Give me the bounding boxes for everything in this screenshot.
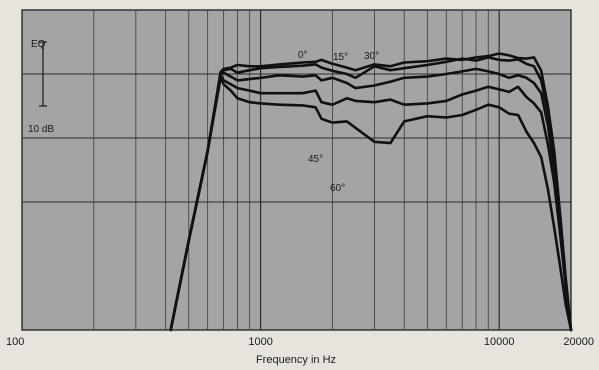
x-axis-label: Frequency in Hz bbox=[256, 354, 336, 366]
scale-bar: 10 dB bbox=[26, 41, 63, 135]
series-line-4 bbox=[169, 76, 573, 332]
x-tick-label: 100 bbox=[6, 336, 24, 348]
horizontal-grid bbox=[22, 73, 571, 203]
series-label-0: 0° bbox=[298, 50, 308, 61]
series-label-30: 30° bbox=[364, 51, 379, 62]
series-labels: 0° 15° 30° 45° 60° bbox=[298, 50, 379, 194]
curves-group bbox=[169, 52, 573, 332]
series-line-2 bbox=[169, 67, 573, 332]
series-label-45: 45° bbox=[308, 154, 323, 165]
x-tick-label: 20000 bbox=[563, 336, 594, 348]
series-line-0 bbox=[169, 52, 573, 332]
eq-label: EQ bbox=[31, 39, 46, 50]
x-tick-label: 1000 bbox=[248, 336, 272, 348]
eq-annotation: EQ bbox=[31, 39, 46, 50]
series-label-15: 15° bbox=[333, 52, 348, 63]
series-line-3 bbox=[169, 74, 573, 332]
scale-bar-label: 10 dB bbox=[28, 124, 54, 135]
series-line-1 bbox=[169, 56, 573, 332]
series-label-60: 60° bbox=[330, 183, 345, 194]
scale-bar-label-bg bbox=[26, 121, 63, 135]
x-tick-labels: 100 1000 10000 20000 bbox=[6, 336, 594, 348]
x-tick-label: 10000 bbox=[484, 336, 515, 348]
